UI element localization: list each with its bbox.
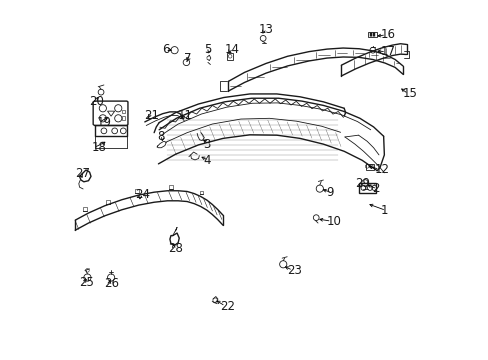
Text: 17: 17	[380, 45, 395, 58]
Text: 9: 9	[325, 186, 333, 199]
Text: 15: 15	[402, 87, 417, 100]
Text: 25: 25	[79, 276, 94, 289]
Bar	[365, 164, 373, 170]
Bar	[227, 53, 233, 59]
Text: 10: 10	[325, 215, 341, 228]
Text: 26: 26	[104, 278, 119, 291]
Text: 8: 8	[158, 130, 165, 144]
Text: 2: 2	[371, 183, 379, 195]
Bar	[367, 32, 376, 37]
Text: 20: 20	[89, 95, 104, 108]
Text: 1: 1	[380, 204, 387, 217]
Text: 21: 21	[144, 109, 159, 122]
Text: 28: 28	[168, 242, 183, 255]
Text: 11: 11	[178, 109, 193, 122]
Bar	[122, 110, 125, 113]
Text: 4: 4	[203, 154, 210, 167]
Text: 14: 14	[224, 42, 239, 55]
Bar	[359, 183, 376, 193]
Text: 5: 5	[204, 42, 211, 55]
Text: 12: 12	[373, 163, 388, 176]
Text: 27: 27	[75, 167, 90, 180]
Text: 3: 3	[203, 138, 210, 150]
Text: 16: 16	[380, 28, 395, 41]
Text: 13: 13	[258, 23, 273, 36]
Text: 18: 18	[92, 141, 106, 154]
Text: 24: 24	[135, 188, 150, 201]
Text: 29: 29	[354, 177, 369, 190]
Text: 19: 19	[96, 116, 111, 129]
Bar	[122, 116, 125, 120]
Text: 22: 22	[220, 300, 235, 313]
Text: 7: 7	[183, 51, 191, 64]
Text: 23: 23	[287, 264, 302, 277]
Text: 6: 6	[162, 42, 169, 55]
